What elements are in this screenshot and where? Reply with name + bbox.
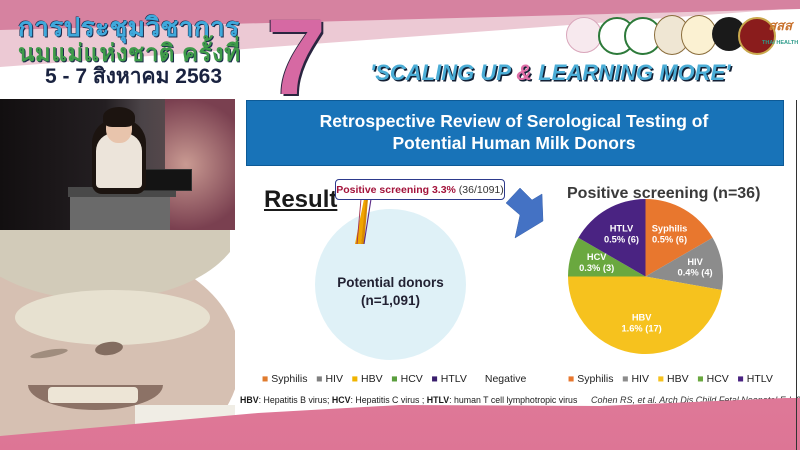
- svg-text:HIV: HIV: [687, 257, 703, 267]
- svg-text:Syphilis: Syphilis: [652, 224, 688, 234]
- svg-text:0.5% (6): 0.5% (6): [604, 234, 639, 244]
- svg-text:HTLV: HTLV: [610, 224, 634, 234]
- svg-text:HCV: HCV: [587, 252, 607, 262]
- svg-text:0.3% (3): 0.3% (3): [579, 263, 614, 273]
- svg-text:0.4% (4): 0.4% (4): [678, 268, 713, 278]
- svg-text:0.5% (6): 0.5% (6): [652, 234, 687, 244]
- svg-text:HBV: HBV: [632, 313, 652, 323]
- svg-text:1.6% (17): 1.6% (17): [622, 324, 662, 334]
